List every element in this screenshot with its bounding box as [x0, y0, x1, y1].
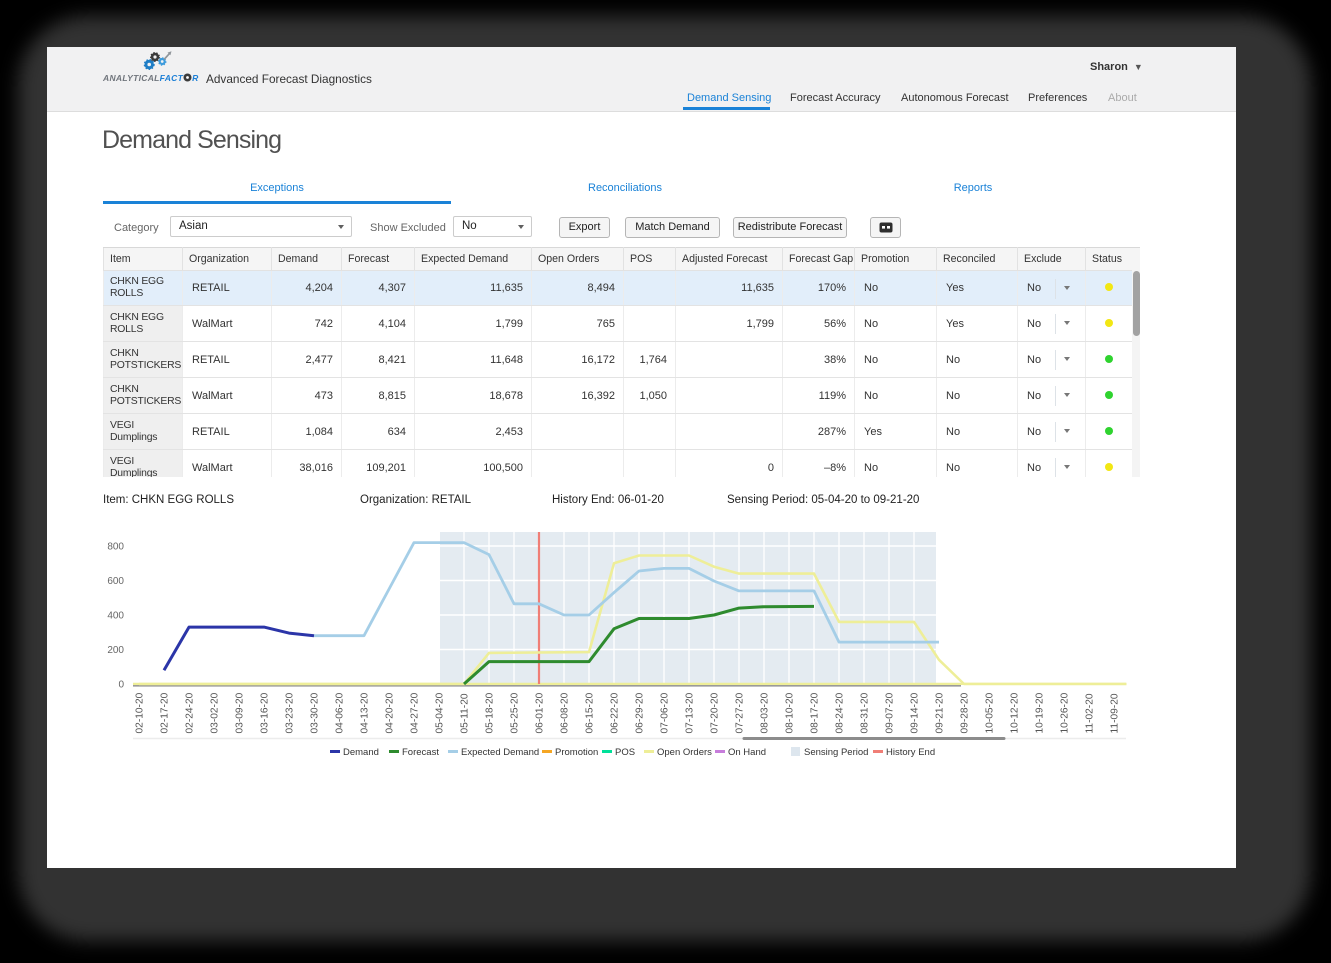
- svg-text:0: 0: [118, 680, 124, 691]
- svg-text:11-02-20: 11-02-20: [1085, 693, 1096, 733]
- svg-text:03-09-20: 03-09-20: [235, 692, 246, 733]
- svg-text:10-12-20: 10-12-20: [1010, 692, 1021, 733]
- svg-text:05-04-20: 05-04-20: [435, 692, 446, 733]
- svg-text:07-13-20: 07-13-20: [685, 692, 696, 733]
- svg-text:800: 800: [107, 542, 124, 553]
- svg-text:02-24-20: 02-24-20: [185, 692, 196, 733]
- svg-text:08-03-20: 08-03-20: [760, 692, 771, 733]
- svg-text:08-17-20: 08-17-20: [810, 692, 821, 733]
- svg-text:Sensing Period: Sensing Period: [804, 747, 868, 758]
- svg-text:Expected Demand: Expected Demand: [461, 747, 539, 758]
- svg-text:Open Orders: Open Orders: [657, 747, 712, 758]
- svg-text:03-16-20: 03-16-20: [260, 692, 271, 733]
- svg-text:400: 400: [107, 611, 124, 622]
- svg-text:03-23-20: 03-23-20: [285, 692, 296, 733]
- svg-text:04-20-20: 04-20-20: [385, 692, 396, 733]
- svg-text:09-21-20: 09-21-20: [935, 692, 946, 733]
- svg-text:10-19-20: 10-19-20: [1035, 692, 1046, 733]
- svg-text:History End: History End: [886, 747, 935, 758]
- svg-text:02-10-20: 02-10-20: [135, 692, 146, 733]
- svg-text:07-27-20: 07-27-20: [735, 692, 746, 733]
- svg-text:10-26-20: 10-26-20: [1060, 692, 1071, 733]
- svg-text:09-14-20: 09-14-20: [910, 692, 921, 733]
- svg-text:04-06-20: 04-06-20: [335, 692, 346, 733]
- svg-text:05-18-20: 05-18-20: [485, 692, 496, 733]
- svg-text:08-31-20: 08-31-20: [860, 692, 871, 733]
- svg-text:05-11-20: 05-11-20: [460, 693, 471, 733]
- svg-text:06-01-20: 06-01-20: [535, 692, 546, 733]
- svg-text:Forecast: Forecast: [402, 747, 439, 758]
- svg-text:06-15-20: 06-15-20: [585, 692, 596, 733]
- svg-text:03-30-20: 03-30-20: [310, 692, 321, 733]
- svg-text:04-27-20: 04-27-20: [410, 692, 421, 733]
- svg-text:600: 600: [107, 576, 124, 587]
- svg-text:02-17-20: 02-17-20: [160, 692, 171, 733]
- svg-text:Promotion: Promotion: [555, 747, 598, 758]
- svg-text:04-13-20: 04-13-20: [360, 692, 371, 733]
- svg-text:On Hand: On Hand: [728, 747, 766, 758]
- svg-text:11-09-20: 11-09-20: [1110, 693, 1121, 733]
- svg-text:06-29-20: 06-29-20: [635, 692, 646, 733]
- svg-text:06-22-20: 06-22-20: [610, 692, 621, 733]
- svg-text:07-06-20: 07-06-20: [660, 692, 671, 733]
- svg-text:08-10-20: 08-10-20: [785, 692, 796, 733]
- svg-text:09-07-20: 09-07-20: [885, 692, 896, 733]
- svg-text:06-08-20: 06-08-20: [560, 692, 571, 733]
- svg-text:09-28-20: 09-28-20: [960, 692, 971, 733]
- svg-text:POS: POS: [615, 747, 635, 758]
- svg-text:08-24-20: 08-24-20: [835, 692, 846, 733]
- svg-text:07-20-20: 07-20-20: [710, 692, 721, 733]
- svg-text:200: 200: [107, 645, 124, 656]
- svg-text:03-02-20: 03-02-20: [210, 692, 221, 733]
- svg-text:Demand: Demand: [343, 747, 379, 758]
- svg-text:10-05-20: 10-05-20: [985, 692, 996, 733]
- svg-text:05-25-20: 05-25-20: [510, 692, 521, 733]
